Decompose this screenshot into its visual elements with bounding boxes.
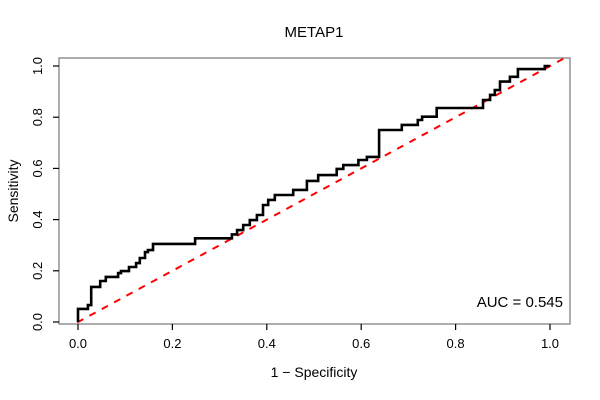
chart-title: METAP1 bbox=[285, 24, 344, 41]
x-axis-label: 1 − Specificity bbox=[271, 364, 358, 380]
auc-annotation: AUC = 0.545 bbox=[477, 294, 563, 311]
y-tick-label: 1.0 bbox=[30, 57, 45, 75]
x-tick-label: 0.6 bbox=[352, 336, 370, 351]
roc-curve-path bbox=[76, 64, 550, 322]
y-tick-label: 0.2 bbox=[30, 262, 45, 280]
x-tick-label: 1.0 bbox=[541, 336, 559, 351]
plot-box bbox=[58, 57, 571, 325]
chance-diagonal-line bbox=[72, 58, 567, 324]
x-tick-label: 0.8 bbox=[447, 336, 465, 351]
y-axis-label: Sensitivity bbox=[5, 159, 21, 222]
y-tick-label: 0.8 bbox=[30, 108, 45, 126]
y-tick-label: 0.6 bbox=[30, 159, 45, 177]
x-tick-label: 0.2 bbox=[163, 336, 181, 351]
x-tick-label: 0.4 bbox=[258, 336, 276, 351]
axis-ticks: 0.0 0.2 0.4 0.6 0.8 1.0 0.0 0.2 0.4 0.6 0.8 1.0 bbox=[30, 57, 559, 351]
y-tick-label: 0.4 bbox=[30, 211, 45, 229]
x-tick-label: 0.0 bbox=[69, 336, 87, 351]
y-tick-label: 0.0 bbox=[30, 313, 45, 331]
curves bbox=[72, 58, 567, 324]
